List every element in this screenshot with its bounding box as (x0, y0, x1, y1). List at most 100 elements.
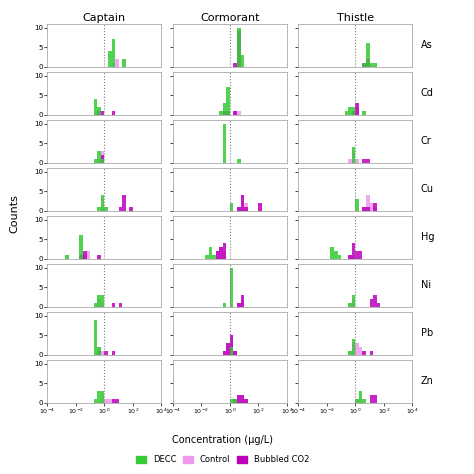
Bar (356, 159, 359, 163)
Bar (237, 31, 241, 66)
Bar (363, 63, 366, 66)
Bar (348, 351, 352, 355)
Bar (237, 395, 241, 403)
Bar (370, 203, 373, 211)
Bar (234, 399, 237, 403)
Bar (241, 195, 244, 211)
Bar (363, 351, 366, 355)
Bar (104, 399, 108, 403)
Bar (363, 399, 366, 403)
Bar (337, 255, 341, 259)
Bar (97, 159, 101, 163)
Bar (241, 195, 244, 211)
Bar (352, 107, 356, 115)
Bar (219, 111, 223, 115)
Bar (348, 303, 352, 307)
Bar (352, 243, 356, 259)
Y-axis label: Hg: Hg (421, 232, 434, 242)
Bar (115, 59, 118, 66)
Legend: DECC, Control, Bubbled CO2: DECC, Control, Bubbled CO2 (133, 452, 312, 467)
Bar (87, 251, 90, 259)
Bar (352, 339, 356, 355)
Bar (234, 399, 237, 403)
Bar (363, 63, 366, 66)
Bar (230, 268, 234, 307)
Bar (352, 295, 356, 307)
Bar (370, 351, 373, 355)
Bar (101, 303, 104, 307)
Title: Captain: Captain (83, 13, 126, 23)
Bar (230, 399, 234, 403)
Bar (237, 303, 241, 307)
Bar (97, 107, 101, 115)
Bar (230, 336, 234, 355)
Bar (101, 195, 104, 211)
Title: Cormorant: Cormorant (200, 13, 260, 23)
Bar (352, 343, 356, 355)
Bar (230, 347, 234, 355)
Bar (377, 303, 380, 307)
Bar (237, 207, 241, 211)
Bar (352, 255, 356, 259)
Bar (223, 351, 226, 355)
Bar (115, 399, 118, 403)
Bar (258, 203, 262, 211)
Bar (366, 159, 370, 163)
Bar (122, 195, 126, 211)
Bar (111, 351, 115, 355)
Bar (352, 147, 356, 163)
Bar (356, 343, 359, 355)
Bar (373, 207, 377, 211)
Bar (223, 103, 226, 115)
Bar (83, 255, 87, 259)
Bar (234, 111, 237, 115)
Bar (97, 391, 101, 403)
Bar (97, 111, 101, 115)
Bar (370, 63, 373, 66)
Bar (348, 303, 352, 307)
Bar (118, 207, 122, 211)
Bar (223, 111, 226, 115)
Bar (94, 303, 97, 307)
Bar (111, 303, 115, 307)
Bar (241, 55, 244, 66)
Bar (237, 27, 241, 66)
Bar (230, 203, 234, 211)
Bar (223, 351, 226, 355)
Bar (234, 351, 237, 355)
Bar (94, 399, 97, 403)
Bar (226, 343, 230, 355)
Bar (223, 124, 226, 163)
Bar (80, 255, 83, 259)
Bar (101, 155, 104, 163)
Y-axis label: Cd: Cd (421, 88, 434, 98)
Bar (65, 255, 69, 259)
Bar (234, 399, 237, 403)
Bar (352, 151, 356, 163)
Bar (226, 87, 230, 115)
Bar (370, 395, 373, 403)
Bar (219, 247, 223, 259)
Bar (345, 111, 348, 115)
Bar (94, 320, 97, 355)
Bar (104, 351, 108, 355)
Bar (122, 59, 126, 66)
Bar (363, 207, 366, 211)
Bar (101, 391, 104, 403)
Bar (97, 151, 101, 163)
Bar (212, 255, 216, 259)
Bar (101, 159, 104, 163)
Text: Counts: Counts (9, 194, 19, 233)
Bar (356, 399, 359, 403)
Bar (348, 159, 352, 163)
Bar (226, 111, 230, 115)
Bar (348, 351, 352, 355)
Bar (97, 255, 101, 259)
Bar (356, 103, 359, 115)
Bar (348, 255, 352, 259)
Bar (129, 207, 133, 211)
Bar (205, 255, 209, 259)
Bar (97, 295, 101, 307)
Bar (97, 347, 101, 355)
Y-axis label: Pb: Pb (421, 328, 433, 338)
